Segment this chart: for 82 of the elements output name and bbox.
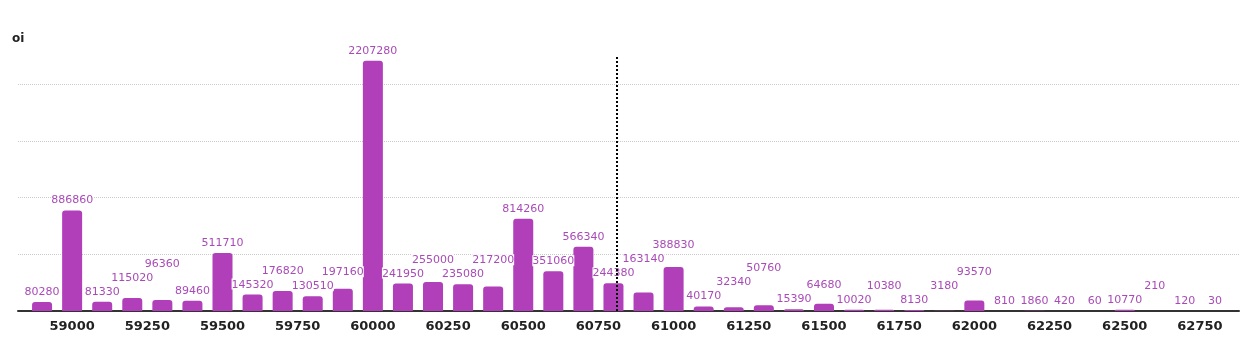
data-label: 30 [1207,294,1222,307]
y-axis-title: oi [12,31,25,45]
x-tick-label: 61000 [650,318,697,333]
bar [332,288,353,311]
bar [92,301,113,311]
bar [302,296,323,311]
x-tick-label: 61250 [726,318,772,333]
bar [242,294,263,311]
data-label: 8130 [900,293,929,307]
bar [453,284,474,311]
data-label: 60 [1087,293,1102,307]
bar [392,283,413,311]
data-label: 64680 [806,278,842,292]
bar [32,301,53,311]
x-tick-label: 60250 [425,318,471,333]
data-label: 3180 [930,279,959,293]
data-label: 10380 [866,278,902,292]
data-label: 15390 [776,292,812,306]
data-label: 176820 [261,263,304,277]
bar [62,210,83,311]
bar [513,218,534,311]
bar [633,292,654,311]
data-label: 886860 [51,193,94,207]
bar [212,253,233,311]
data-label: 814260 [502,201,545,215]
data-label: 10770 [1107,292,1143,306]
x-tick-label: 62750 [1177,318,1223,333]
x-tick-label: 60000 [350,318,396,333]
x-tick-label: 61500 [801,318,847,333]
data-label: 388830 [652,238,695,252]
data-label: 217200 [472,253,515,267]
data-label: 40170 [686,289,722,303]
data-label: 50760 [746,261,782,275]
data-label: 420 [1054,293,1076,307]
x-tick-label: 59500 [199,318,246,333]
bar [663,266,684,311]
data-label: 89460 [174,283,210,297]
bar [122,297,143,311]
bar [483,286,504,311]
bar [152,300,173,311]
bar [573,246,594,311]
bar [813,303,834,311]
data-label: 1860 [1020,293,1049,307]
bar [543,271,564,311]
data-label: 130510 [291,279,334,293]
data-label: 810 [993,293,1015,307]
x-tick-label: 59750 [275,318,321,333]
x-tick-label: 62000 [951,318,997,333]
data-label: 511710 [201,236,244,250]
bar [362,60,383,311]
data-label: 197160 [321,265,364,279]
data-label: 241950 [381,266,424,280]
x-tick-label: 59250 [124,318,170,333]
x-tick-label: 62500 [1102,318,1148,333]
x-tick-label: 61750 [876,318,922,333]
data-label: 32340 [716,275,752,289]
data-label: 145320 [231,277,274,291]
bar [964,300,985,311]
bar [423,282,444,311]
data-label: 351060 [532,254,575,268]
x-tick-label: 60500 [500,318,546,333]
data-label: 81330 [84,284,120,298]
data-label: 210 [1144,278,1166,292]
bar [182,300,203,311]
data-label: 93570 [956,265,992,279]
bar [603,283,624,311]
data-label: 566340 [562,229,605,243]
x-tick-label: 62250 [1026,318,1073,333]
data-label: 2207280 [348,43,398,57]
data-label: 115020 [111,270,154,284]
data-label: 255000 [412,252,455,266]
data-label: 235080 [442,267,485,281]
data-label: 10020 [836,292,872,306]
bar [272,290,293,311]
data-label: 244380 [592,266,635,280]
bar [753,305,774,311]
data-label: 120 [1174,293,1196,307]
data-label: 80280 [24,284,60,298]
data-label: 163140 [622,252,665,266]
x-tick-label: 60750 [575,318,622,333]
x-tick-label: 59000 [49,318,95,333]
data-label: 96360 [144,256,180,270]
